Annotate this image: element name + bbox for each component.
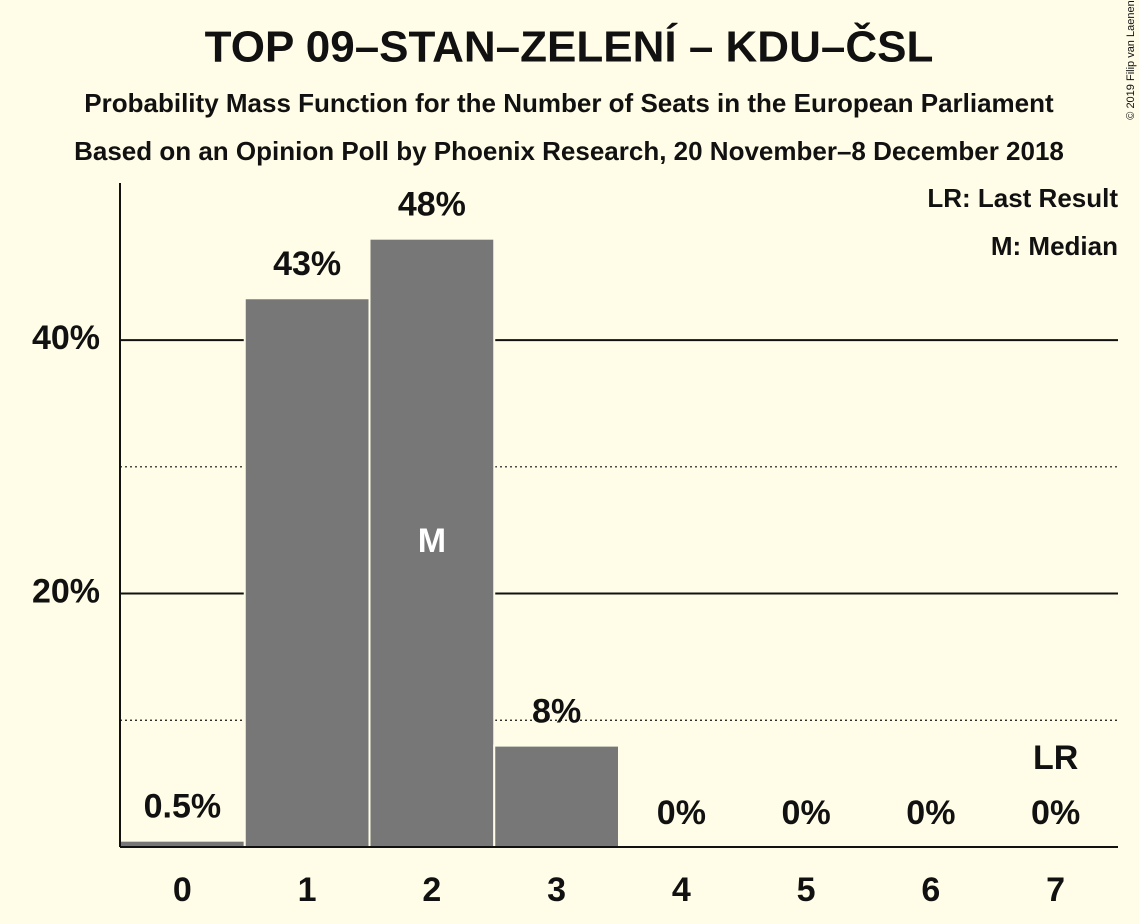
chart-title: TOP 09–STAN–ZELENÍ – KDU–ČSL	[205, 21, 934, 72]
x-tick-label: 6	[921, 871, 940, 909]
value-label: 43%	[273, 245, 341, 283]
bar	[368, 237, 496, 848]
x-tick-label: 0	[173, 871, 192, 909]
value-label: 0%	[657, 794, 706, 832]
x-tick-label: 7	[1046, 871, 1065, 909]
value-label: 48%	[398, 186, 466, 224]
value-label: 0%	[782, 794, 831, 832]
x-tick-label: 1	[298, 871, 317, 909]
value-label: 0%	[906, 794, 955, 832]
legend-entry: M: Median	[991, 231, 1118, 261]
value-label: 0%	[1031, 794, 1080, 832]
x-tick-label: 5	[797, 871, 816, 909]
x-tick-label: 2	[422, 871, 441, 909]
annotation: M	[418, 522, 446, 560]
x-tick-label: 3	[547, 871, 566, 909]
x-tick-label: 4	[672, 871, 691, 909]
y-tick-label: 20%	[32, 573, 100, 611]
value-label: 0.5%	[144, 788, 222, 826]
legend-entry: LR: Last Result	[927, 183, 1118, 213]
chart-subtitle: Based on an Opinion Poll by Phoenix Rese…	[74, 136, 1064, 166]
copyright: © 2019 Filip van Laenen	[1125, 0, 1137, 119]
bar	[493, 744, 620, 848]
y-tick-label: 40%	[32, 319, 100, 357]
value-label: 8%	[532, 693, 581, 731]
chart-subtitle: Probability Mass Function for the Number…	[84, 88, 1054, 118]
annotation: LR	[1033, 739, 1078, 777]
bar	[243, 297, 371, 848]
